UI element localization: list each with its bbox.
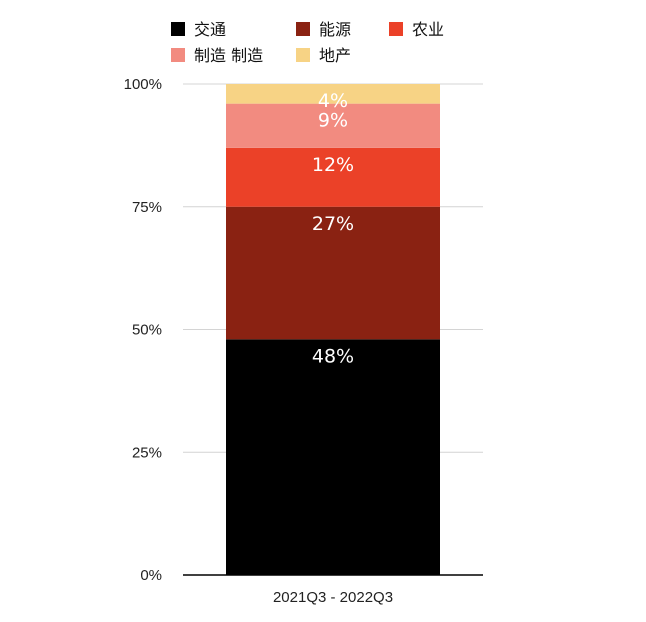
y-tick-label: 75% (132, 199, 162, 216)
legend-label: 农业 (412, 20, 444, 39)
data-label: 48% (312, 345, 354, 367)
bars: 48% 27% 12% 9%4% (226, 84, 440, 575)
y-axis: 0% 25% 50% 75% 100% (124, 76, 162, 584)
x-tick-label: 2021Q3 - 2022Q3 (273, 589, 393, 606)
legend-swatch (171, 22, 185, 36)
y-tick-label: 50% (132, 322, 162, 339)
legend-label: 交通 (194, 20, 226, 39)
bar-segment (226, 206, 440, 340)
legend-swatch (296, 22, 310, 36)
legend-label: 地产 (319, 46, 351, 65)
y-tick-label: 25% (132, 444, 162, 461)
y-tick-label: 100% (124, 76, 162, 93)
x-axis: 2021Q3 - 2022Q3 (183, 574, 483, 606)
legend-swatch (171, 48, 185, 62)
bar-segment (226, 103, 440, 148)
legend-swatch (296, 48, 310, 62)
data-label: 12% (312, 154, 354, 176)
legend-swatch (389, 22, 403, 36)
legend-label: 制造 制造 (194, 46, 263, 65)
legend-label: 能源 (319, 20, 351, 39)
bar-segment (226, 84, 440, 104)
data-label: 9% (318, 110, 348, 132)
data-label: 27% (312, 213, 354, 235)
y-tick-label: 0% (140, 567, 162, 584)
bar-segment (226, 147, 440, 207)
bar-segment (226, 339, 440, 575)
data-label: 4% (318, 90, 348, 112)
